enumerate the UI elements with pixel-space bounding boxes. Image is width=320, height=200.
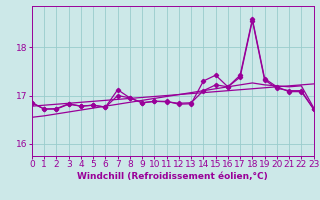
X-axis label: Windchill (Refroidissement éolien,°C): Windchill (Refroidissement éolien,°C)	[77, 172, 268, 181]
